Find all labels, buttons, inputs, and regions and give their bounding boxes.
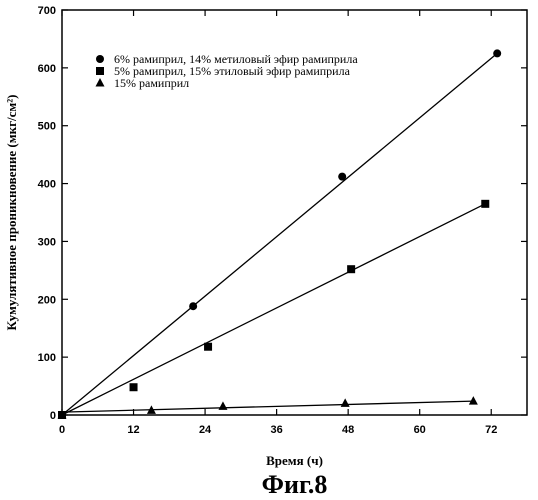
- data-point-circle: [493, 49, 501, 57]
- y-tick-label: 0: [50, 410, 56, 422]
- legend-marker-square: [96, 67, 104, 75]
- legend-entry-label: 15% рамиприл: [114, 76, 189, 90]
- y-tick-label: 500: [38, 121, 56, 133]
- data-point-circle: [338, 173, 346, 181]
- x-tick-label: 48: [342, 424, 354, 436]
- y-tick-label: 400: [38, 179, 56, 191]
- data-point-square: [204, 343, 212, 351]
- trend-line-circle: [62, 53, 497, 415]
- data-point-triangle: [341, 398, 350, 407]
- y-tick-label: 200: [38, 294, 56, 306]
- x-tick-label: 36: [270, 424, 282, 436]
- data-point-triangle: [218, 401, 227, 410]
- data-point-square: [347, 265, 355, 273]
- y-axis-label: Кумулятивное проникновение (мкг/см²): [4, 95, 19, 331]
- figure-caption: Фиг.8: [262, 470, 328, 499]
- trend-lines: [62, 53, 497, 415]
- trend-line-triangle: [62, 401, 473, 412]
- trend-line-square: [62, 204, 485, 415]
- data-point-circle: [189, 302, 197, 310]
- data-point-square: [130, 383, 138, 391]
- x-tick-label: 24: [199, 424, 212, 436]
- x-tick-label: 72: [485, 424, 497, 436]
- legend-marker-triangle: [96, 78, 105, 87]
- y-tick-label: 700: [38, 5, 56, 17]
- data-point-triangle: [469, 396, 478, 405]
- x-tick-label: 12: [127, 424, 139, 436]
- x-axis-label: Время (ч): [266, 453, 323, 468]
- data-point-square: [481, 200, 489, 208]
- y-tick-label: 600: [38, 63, 56, 75]
- y-tick-label: 300: [38, 236, 56, 248]
- y-tick-label: 100: [38, 352, 56, 364]
- x-tick-label: 0: [59, 424, 65, 436]
- legend: 6% рамиприл, 14% метиловый эфир рамиприл…: [96, 52, 359, 90]
- x-tick-label: 60: [414, 424, 426, 436]
- legend-marker-circle: [96, 55, 104, 63]
